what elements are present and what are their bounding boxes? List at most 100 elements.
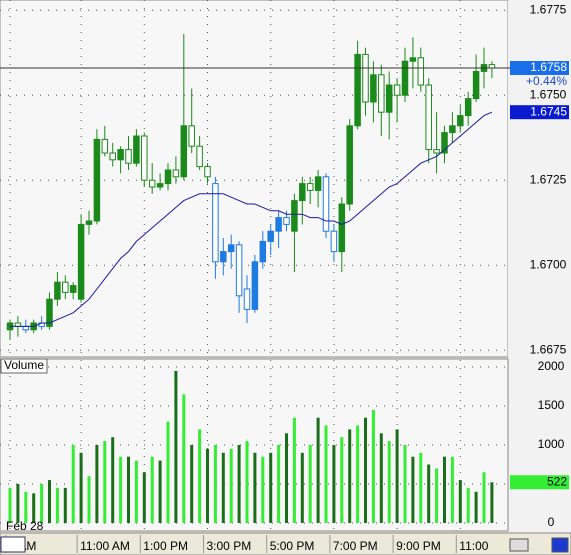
candle-body [14,322,22,327]
candle-body [433,149,440,154]
candle-body [125,149,132,164]
candle-body [196,145,203,168]
candle-body [77,223,85,300]
candle-body [101,138,109,154]
candle-body [401,60,409,96]
volume-bar [8,487,12,523]
volume-bar [48,480,51,523]
volume-bar [332,445,336,523]
volume-bar [32,493,36,523]
candle-body [204,166,211,178]
candle-body [385,84,393,113]
moving-average [10,111,493,327]
volume-bar [206,448,209,523]
x-tick-label: 5:00 PM [270,539,315,553]
volume-bar [127,456,130,523]
volume-bar [111,437,115,523]
volume-bar [427,464,431,523]
candle-body [488,64,496,69]
volume-bar [142,472,146,523]
volume-bar [277,445,281,523]
volume-bar [158,460,162,523]
symbol-button[interactable] [0,536,26,553]
volume-bar [87,476,91,523]
y-tick-label: 1.6775 [530,2,567,16]
candle-body [314,176,322,191]
volume-bar [269,452,273,523]
candle-body [259,240,267,263]
candle-body [85,220,93,225]
volume-bar [411,456,415,523]
candle-body [393,84,401,96]
change-label: +0.44% [526,74,567,88]
volume-bar [166,421,170,523]
candle-body [472,70,480,100]
volume-bar [300,452,304,523]
candle-body [409,57,417,62]
candle-body [156,183,164,188]
volume-bar [261,456,265,523]
volume-bar [482,472,486,523]
help-button[interactable] [551,537,569,553]
candle-body [93,138,101,222]
last-price-box [510,61,569,75]
candle-body [109,152,116,161]
candle-body [330,230,338,253]
candle-body [69,285,77,293]
volume-bar [435,468,439,523]
volume-title-box [0,358,48,374]
candle-body [457,115,464,127]
last-price-label: 1.6758 [530,60,567,74]
volume-bar [443,456,446,523]
volume-bar [95,445,99,523]
settings-button[interactable] [509,538,529,552]
volume-bar [182,394,186,523]
price-axis-panel [508,0,571,555]
date-annotation: Feb 28 [6,519,44,533]
volume-bar [40,483,44,523]
volume-bar [221,452,225,523]
volume-title: Volume [4,358,44,372]
volume-bar [364,417,367,523]
volume-bar [150,456,154,523]
candle-body [299,183,306,202]
candle-body [46,298,53,327]
candle-body [62,281,69,293]
x-tick-label: 1:00 PM [143,539,188,553]
x-tick-label: 7:00 PM [333,539,378,553]
volume-bar [316,417,320,523]
volume-bar [356,425,360,523]
candle-body [354,53,361,127]
volume-bar [308,445,312,523]
candle-body [464,98,472,117]
volume-bar [190,445,194,523]
y-tick-label: 1.6675 [530,342,567,356]
candle-body [291,200,298,232]
candle-body [235,244,243,297]
volume-bar [371,409,375,523]
volume-bar [458,480,462,523]
y-tick-label: 1000 [538,437,565,451]
volume-bar [348,429,352,523]
volume-bar [63,487,67,523]
volume-bar [474,491,478,523]
volume-bar [292,417,296,523]
volume-bar [324,425,328,523]
candle-body [117,149,124,161]
y-tick-label: 2000 [538,359,565,373]
candle-body [54,281,61,300]
candle-body [212,183,219,263]
candle-body [172,169,180,178]
volume-bar [237,445,241,523]
x-tick-label: 11:00 AM [80,539,130,553]
volume-bar [103,441,107,523]
volume-bar [213,445,217,523]
candle-body [283,217,290,225]
volume-bar [450,456,454,523]
candle-body [425,84,432,151]
candle-body [141,135,148,181]
candle-body [164,169,172,185]
volume-last-label: 522 [547,474,567,488]
y-tick-label: 1500 [538,398,565,412]
